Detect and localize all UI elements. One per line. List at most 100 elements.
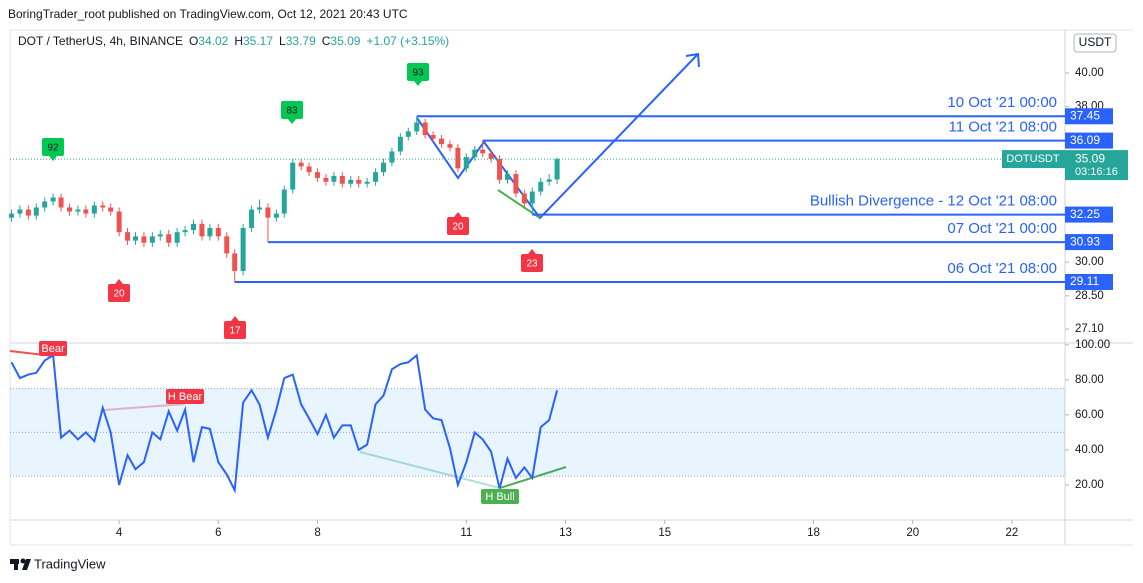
candle-body (430, 134, 436, 139)
candle-body (504, 174, 510, 180)
pivot-pointer (528, 249, 536, 254)
divergence-label: H Bull (485, 491, 514, 503)
candle-body (166, 234, 172, 243)
change: +1.07 (+3.15%) (366, 34, 449, 48)
divergence-line (497, 189, 541, 219)
candle-body (414, 122, 420, 132)
pivot-label: 17 (229, 326, 241, 337)
candle-body (463, 157, 469, 169)
ticker-box (1002, 150, 1065, 169)
symbol-line: DOT / TetherUS, 4h, BINANCE O34.02 H35.17 L… (18, 34, 449, 48)
pivot-box (407, 63, 429, 81)
candle-body (480, 149, 486, 154)
candle-body (273, 213, 279, 218)
ohlc-label: C (322, 34, 331, 48)
pivot-label: 20 (113, 289, 125, 300)
pivot-box (108, 284, 130, 302)
y-tick-label: 20.00 (1075, 479, 1104, 491)
level-price: 30.93 (1070, 234, 1100, 248)
pivot-pointer (231, 316, 239, 321)
candle-body (132, 236, 138, 241)
candle-body (323, 177, 329, 182)
candle-body (497, 158, 503, 180)
annotations (9, 52, 1065, 489)
candle-body (33, 207, 39, 216)
candle-body (447, 144, 453, 148)
y-tick-label: 100.00 (1075, 339, 1110, 351)
pivot-label: 92 (47, 143, 59, 154)
candle-body (108, 207, 114, 212)
candle-body (546, 179, 552, 182)
divergence-label: H Bear (168, 391, 203, 403)
level-price-box (1065, 132, 1113, 149)
candle-body (455, 147, 461, 169)
pivot-pointer (288, 119, 296, 124)
pivot-box (281, 101, 303, 119)
candle-body (182, 230, 188, 233)
symbol: DOT / TetherUS, 4h, BINANCE (18, 34, 183, 48)
y-tick-label: 60.00 (1075, 409, 1104, 421)
pivot-pointer (115, 279, 123, 284)
x-tick-label: 13 (559, 527, 572, 539)
y-tick-label: 80.00 (1075, 374, 1104, 386)
x-tick-label: 11 (460, 527, 472, 539)
candle-body (141, 236, 147, 243)
level-label: 11 Oct '21 08:00 (949, 119, 1058, 136)
brand: TradingView (34, 556, 106, 571)
candle-body (157, 234, 163, 237)
pivot-pointer (49, 156, 57, 161)
y-tick-label: 27.10 (1075, 323, 1104, 335)
pivot-pointer (454, 212, 462, 217)
y-tick-label: 28.50 (1075, 290, 1104, 302)
candle-body (50, 197, 56, 202)
high: 35.17 (243, 34, 273, 48)
pivot-label: 20 (452, 222, 464, 233)
y-tick-label: 40.00 (1075, 67, 1104, 79)
zigzag (416, 53, 699, 220)
candle-body (249, 209, 255, 228)
open: 34.02 (198, 34, 228, 48)
candle-body (356, 179, 362, 184)
candle-body (290, 162, 296, 190)
candle-body (281, 189, 287, 214)
level-price: 32.25 (1070, 207, 1100, 221)
divergence-line (359, 451, 501, 489)
currency: USDT (1079, 35, 1112, 49)
candle-body (42, 201, 48, 208)
y-tick-label: 30.00 (1075, 256, 1104, 268)
arrow-head (685, 52, 700, 68)
level-price-box (1065, 108, 1113, 125)
candle-body (191, 223, 197, 231)
pivot-box (521, 254, 543, 272)
candle-body (315, 172, 321, 178)
pivot-label: 83 (286, 106, 298, 117)
candle-body (256, 207, 262, 210)
candle-body (405, 131, 411, 137)
pivot-box (42, 138, 64, 156)
candle-body (339, 175, 345, 184)
candle-body (116, 211, 122, 233)
candle-body (472, 149, 478, 158)
candle-body (83, 209, 89, 214)
divergence-label: Bear (41, 343, 65, 355)
candle-body (306, 166, 312, 173)
y-tick-label: 40.00 (1075, 444, 1104, 456)
level-price-box (1065, 206, 1113, 223)
divergence-box (481, 489, 519, 504)
x-tick-label: 15 (658, 527, 671, 539)
ticker: DOTUSDT (1006, 153, 1059, 165)
candle-body (199, 223, 205, 237)
candle-body (529, 191, 535, 204)
candle-body (100, 205, 106, 208)
candle-body (207, 227, 213, 237)
candle-body (364, 181, 370, 184)
published: BoringTrader_root published on TradingVi… (8, 7, 408, 21)
candle-body (373, 172, 379, 182)
level-label: 10 Oct '21 00:00 (947, 94, 1057, 111)
low: 33.79 (286, 34, 316, 48)
level-label: Bullish Divergence - 12 Oct '21 08:00 (810, 193, 1057, 210)
logo-mark (14, 559, 18, 570)
ohlc-label: H (234, 34, 243, 48)
last-price: 35.09 (1075, 151, 1105, 165)
